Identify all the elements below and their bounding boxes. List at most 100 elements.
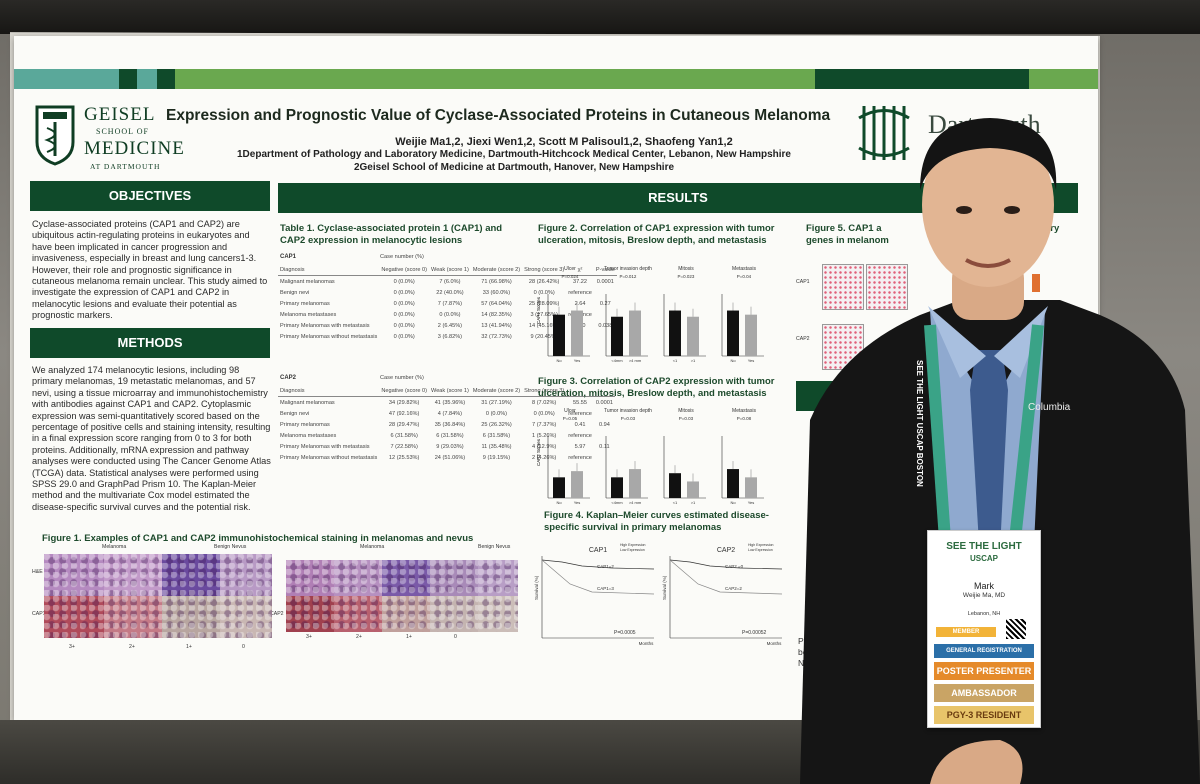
- chart-bar: [611, 477, 623, 498]
- table-cell: 0 (0.0%): [485, 410, 508, 417]
- logo-line1: GEISEL: [84, 104, 156, 125]
- badge-location: Lebanon, NH: [967, 611, 1001, 617]
- badge-tag-member: MEMBER: [936, 627, 996, 637]
- chart-p-value: P=0.03: [621, 416, 636, 421]
- table-cell: 0.94: [598, 421, 610, 428]
- chart-p-value: P=0.05: [563, 416, 578, 421]
- figure3-title: Figure 3. Correlation of CAP2 expression…: [538, 376, 775, 399]
- chart-panel-title: Tumor invasion depth: [604, 408, 652, 414]
- table-cell: 0 (0.0%): [393, 300, 415, 307]
- micrograph-tile: [382, 596, 430, 632]
- badge-tag-presenter: POSTER PRESENTER: [934, 662, 1034, 680]
- affiliation-1: 1Department of Pathology and Laboratory …: [237, 149, 791, 160]
- scatter-thumbnail: [822, 324, 864, 370]
- chart-bar: [745, 477, 757, 498]
- table-cell: 28 (29.47%): [388, 421, 420, 428]
- table-cell: 0 (0.0%): [533, 410, 555, 417]
- chart-bar: [727, 469, 739, 498]
- table1-cap1: Diagnosis Negative (score 0) Weak (score 1…: [278, 264, 617, 342]
- chart-panel-title: Mitosis: [678, 266, 694, 272]
- table-cell: 0.27: [599, 300, 611, 307]
- figure1-score-1: 3+: [69, 644, 75, 650]
- table-cell: 55.55: [566, 396, 594, 408]
- bar-thumbnail: [1032, 274, 1040, 292]
- figure1-melanoma-label: Melanoma: [102, 544, 127, 550]
- table-header-cell: Weak (score 1): [431, 387, 469, 394]
- badge-org: USCAP: [969, 554, 998, 563]
- objectives-heading: OBJECTIVES: [30, 181, 270, 211]
- chart-panel-title: Metastasis: [732, 408, 756, 414]
- table-cell: 6 (31.58%): [390, 432, 418, 439]
- badge-tag-registration: GENERAL REGISTRATION: [934, 644, 1034, 658]
- figure1-benign-label: Benign Nevus: [214, 544, 247, 550]
- table-row: Primary Melanomas without metastasis 0 (0…: [278, 331, 617, 342]
- chart-bar: [687, 481, 699, 498]
- figure1-benign-label-2: Benign Nevus: [478, 544, 511, 550]
- poster-authors: Weijie Ma1,2, Jiexi Wen1,2, Scott M Pali…: [395, 136, 733, 148]
- micrograph-tile: [104, 554, 162, 596]
- micrograph-tile: [44, 596, 104, 638]
- micrograph-tile: [478, 560, 518, 596]
- chart-p-value: P=0.03: [679, 416, 694, 421]
- chart-ylabel: CAP1 Scores: [536, 296, 541, 324]
- km-curve-label: CAP1=3: [597, 586, 614, 591]
- chart-tick-label: No: [730, 500, 736, 505]
- chart-p-value: P=0.012: [620, 274, 637, 279]
- shield-icon: [35, 105, 75, 166]
- km-ylabel: Survival (%): [534, 575, 539, 600]
- chart-tick-label: >1: [691, 358, 696, 363]
- methods-heading: METHODS: [30, 328, 270, 358]
- chart-tick-label: >4 mm: [629, 358, 642, 363]
- chart-p-value: P=0.023: [678, 274, 695, 279]
- table-row: Benign nevi 0 (0.0%) 22 (40.0%) 33 (60.0%) 0…: [278, 287, 617, 298]
- figure5-row-cap2: CAP2: [796, 336, 810, 342]
- table-row: Benign nevi 47 (92.16%) 4 (7.84%) 0 (0.0%) 0…: [278, 408, 615, 419]
- table-cell: reference: [568, 410, 592, 417]
- micrograph-tile: [286, 596, 334, 632]
- table-cell: Primary Melanomas with metastasis: [280, 443, 370, 450]
- table1-title: Table 1. Cyclase-associated protein 1 (C…: [280, 223, 503, 246]
- partial-text-1: P: [798, 636, 804, 646]
- figure1-melanoma-label-2: Melanoma: [360, 544, 385, 550]
- chart-panel-title: Metastasis: [732, 266, 756, 272]
- chart-bar: [553, 477, 565, 498]
- scatter-thumbnail: [822, 264, 864, 310]
- table-cell: 9 (29.03%): [436, 443, 464, 450]
- figure5-row-cap1: CAP1: [796, 279, 810, 285]
- table-cell: 32 (72.73%): [481, 333, 512, 340]
- chart-panel-title: Mitosis: [678, 408, 694, 414]
- objectives-text: Cyclase-associated proteins (CAP1 and CA…: [32, 219, 268, 321]
- figure1-score-4: 0: [242, 644, 245, 650]
- table-cell: 4 (12.9%): [532, 443, 557, 450]
- table-cell: 0 (0.0%): [393, 333, 415, 340]
- table-cell: 41 (35.96%): [429, 396, 471, 408]
- table1-cap1-label: CAP1: [280, 254, 297, 260]
- km-legend: Low Expression: [748, 548, 773, 552]
- km-curve-high: [541, 559, 655, 570]
- table-header-cell: Negative (score 0): [381, 387, 428, 394]
- chart-tick-label: <1: [673, 358, 678, 363]
- chart-bar: [745, 314, 757, 356]
- km-legend: High Expression: [748, 543, 774, 547]
- table-cell: reference: [568, 454, 592, 461]
- figure5-title: Figure 5. CAP1 a: [806, 223, 882, 234]
- table-header-row: Diagnosis Negative (score 0) Weak (score 1…: [278, 264, 617, 276]
- table-cell: Primary melanomas: [280, 300, 330, 307]
- table-header-cell: χ²: [577, 266, 583, 273]
- table-header-cell: Diagnosis: [280, 266, 305, 273]
- chart-tick-label: No: [556, 358, 562, 363]
- table-cell: 5.97: [574, 443, 586, 450]
- poster-title: Expression and Prognostic Value of Cycla…: [166, 107, 831, 124]
- table-row: Primary Melanomas without metastasis 12 (…: [278, 452, 615, 463]
- table-cell: 47 (92.16%): [388, 410, 420, 417]
- chart-tick-label: Yes: [748, 358, 755, 363]
- affiliation-2: 2Geisel School of Medicine at Dartmouth,…: [353, 162, 675, 173]
- micrograph-tile: [286, 560, 334, 596]
- table-cell: 71 (66.98%): [470, 275, 523, 287]
- methods-text: We analyzed 174 melanocytic lesions, inc…: [32, 365, 271, 512]
- chart-panel-title: Ulcer: [564, 408, 576, 414]
- chart-p-value: P=0.04: [737, 274, 752, 279]
- scatter-thumbnail: [866, 264, 908, 310]
- km-curve-low: [541, 559, 655, 595]
- chart-p-value: P=0.024: [562, 274, 579, 279]
